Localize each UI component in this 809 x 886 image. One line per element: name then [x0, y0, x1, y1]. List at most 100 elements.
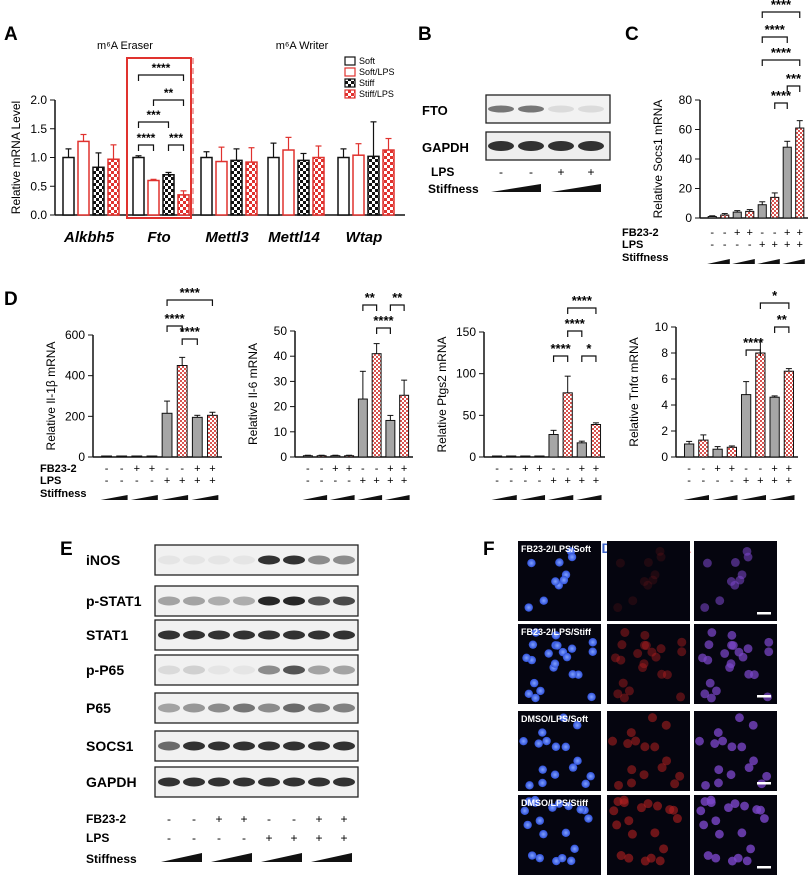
e-band: [183, 555, 205, 565]
f-nucleus: [567, 552, 577, 562]
panel-c-condition-symbol: +: [797, 239, 803, 251]
panel-d4-condition-symbol: +: [786, 475, 792, 487]
f-row-label: DMSO/LPS/Stiff: [521, 798, 589, 808]
f-micrograph: [607, 624, 690, 704]
f-nucleus: [559, 713, 568, 722]
panel-d4-y-tick-label: 6: [661, 372, 668, 386]
e-band: [333, 741, 355, 751]
panel-c-bar: [732, 211, 742, 219]
panel-c-row-label-fb23: FB23-2: [622, 227, 659, 239]
b-band: [578, 105, 604, 113]
f-nucleus: [536, 686, 545, 696]
e-band: [258, 555, 280, 565]
f-nucleus: [535, 816, 545, 825]
panel-d1-bar: [131, 455, 143, 458]
panel-d1-y-tick-label: 400: [65, 369, 85, 383]
f-pstat1-signal: [619, 693, 629, 703]
panel-letter-a: A: [4, 24, 18, 45]
panel-d1-row-label-lps: LPS: [40, 475, 61, 487]
a-group-header-eraser: m⁶A Eraser: [97, 40, 153, 52]
f-pstat1-signal: [626, 778, 636, 788]
f-nucleus: [550, 770, 560, 779]
f-pstat1-signal: [626, 728, 636, 738]
f-pstat1-signal: [633, 649, 643, 659]
f-merge-cell: [744, 763, 754, 773]
a-legend-label: Soft: [359, 56, 376, 66]
panel-d2-stiffness-wedge: [384, 495, 410, 500]
panel-letter-c: C: [625, 24, 639, 45]
e-band: [183, 596, 205, 606]
panel-d2-condition-symbol: -: [347, 475, 351, 487]
f-pstat1-signal: [643, 799, 653, 809]
f-nucleus: [554, 799, 564, 808]
f-nucleus: [570, 844, 579, 854]
f-merge-cell: [735, 575, 745, 585]
panel-d3-bar: [562, 392, 573, 458]
e-band-label: GAPDH: [86, 774, 137, 790]
f-pstat1-signal: [665, 805, 675, 815]
panel-c-y-tick-label: 20: [679, 182, 693, 196]
f-row-label: FB23-2/LPS/Stiff: [521, 627, 592, 637]
panel-d1-condition-symbol: -: [105, 475, 109, 487]
e-condition-symbol: +: [265, 831, 272, 845]
panel-c-condition-symbol: +: [797, 227, 803, 239]
e-band: [333, 777, 355, 787]
e-band: [158, 596, 180, 606]
f-nucleus: [573, 721, 582, 730]
a-bar: [162, 174, 175, 216]
a-bar: [107, 158, 120, 216]
f-merge-cell: [715, 596, 725, 606]
e-condition-symbol: -: [192, 812, 196, 826]
panel-d2-condition-symbol: +: [373, 475, 379, 487]
f-pstat1-signal: [656, 644, 666, 654]
panel-d1-stiffness-wedge: [191, 495, 219, 500]
panel-d3-stiffness-wedge: [547, 495, 574, 500]
panel-d4-condition-symbol: -: [687, 463, 691, 475]
panel-d4-condition-symbol: +: [771, 463, 777, 475]
f-merge-cell: [730, 799, 740, 809]
f-pstat1-signal: [657, 763, 667, 773]
f-merge-cell: [695, 736, 704, 746]
panel-d2-condition-symbol: +: [360, 475, 366, 487]
panel-d3-condition-symbol: +: [564, 475, 570, 487]
panel-d3-stiffness-wedge: [576, 495, 602, 500]
a-sig-bracket: [152, 99, 185, 106]
f-merge-cell: [726, 770, 736, 780]
panel-letter-d: D: [4, 289, 18, 310]
f-merge-cell: [712, 686, 721, 696]
f-nucleus: [567, 644, 577, 653]
f-merge-cell: [740, 801, 749, 811]
f-nucleus: [568, 670, 577, 679]
e-condition-symbol: -: [167, 812, 171, 826]
b-condition-symbol: +: [587, 165, 594, 179]
panel-d1-sig-bracket: [166, 299, 214, 306]
e-condition-symbol: -: [267, 812, 271, 826]
f-pstat1-signal: [623, 739, 633, 749]
f-merge-cell: [724, 803, 733, 813]
panel-c-sig-bracket: [786, 85, 801, 92]
e-band: [208, 555, 230, 565]
f-nucleus: [551, 577, 560, 586]
f-merge-cell: [730, 558, 740, 567]
panel-d2-bar: [302, 455, 313, 458]
e-band: [183, 777, 205, 787]
panel-d1-condition-symbol: +: [194, 463, 200, 475]
a-bar: [147, 179, 160, 216]
panel-c-condition-symbol: -: [773, 227, 777, 239]
a-bar: [200, 156, 213, 216]
f-pstat1-signal: [676, 692, 686, 702]
f-nucleus: [551, 742, 561, 751]
f-nucleus: [522, 653, 531, 663]
f-pstat1-signal: [620, 628, 630, 638]
panel-d3-condition-symbol: -: [552, 463, 556, 475]
panel-d2-sig-bracket: [376, 327, 391, 334]
e-condition-symbol: -: [292, 812, 296, 826]
panel-d4-y-tick-label: 2: [661, 424, 668, 438]
f-merge-cell: [764, 647, 774, 657]
a-bar: [77, 140, 90, 216]
a-bar: [267, 156, 280, 216]
a-category-label: Wtap: [346, 229, 383, 246]
f-nucleus: [555, 558, 564, 567]
